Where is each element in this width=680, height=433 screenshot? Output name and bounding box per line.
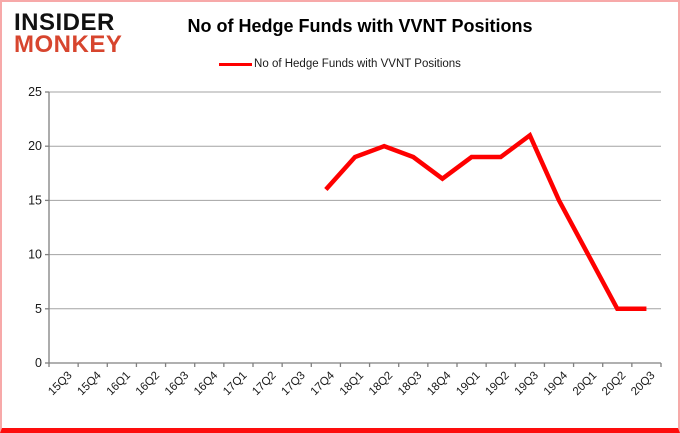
chart-legend: No of Hedge Funds with VVNT Positions <box>2 58 678 70</box>
x-tick-label: 19Q2 <box>483 370 511 398</box>
legend-line-swatch <box>219 62 253 66</box>
x-tick-label: 18Q4 <box>425 369 454 398</box>
x-tick-label: 19Q3 <box>513 370 541 398</box>
x-tick-label: 20Q3 <box>629 370 657 398</box>
x-tick-label: 16Q2 <box>134 370 162 398</box>
x-tick-label: 15Q3 <box>46 370 74 398</box>
logo-text-insider: INSIDER <box>14 9 115 36</box>
y-tick-label: 10 <box>28 248 42 262</box>
x-tick-label: 16Q4 <box>192 369 221 398</box>
series-line <box>324 131 647 312</box>
x-tick-label: 19Q4 <box>542 369 571 398</box>
y-tick-label: 20 <box>28 139 42 153</box>
logo-text-monkey: MONKEY <box>14 31 123 59</box>
x-tick-label: 16Q3 <box>163 370 191 398</box>
x-tick-label: 18Q1 <box>338 370 366 398</box>
x-tick-label: 17Q3 <box>279 370 307 398</box>
insider-monkey-logo: INSIDER MONKEY <box>14 9 123 59</box>
y-tick-label: 15 <box>28 193 42 207</box>
x-tick-label: 20Q2 <box>600 370 628 398</box>
legend-label: No of Hedge Funds with VVNT Positions <box>254 58 461 70</box>
chart-title: No of Hedge Funds with VVNT Positions <box>187 16 533 36</box>
x-tick-label: 16Q1 <box>105 370 133 398</box>
x-tick-label: 18Q2 <box>367 370 395 398</box>
x-tick-label: 18Q3 <box>396 370 424 398</box>
x-tick-label: 20Q1 <box>571 370 599 398</box>
y-tick-label: 5 <box>35 302 42 316</box>
x-tick-label: 17Q4 <box>309 369 338 398</box>
y-tick-label: 25 <box>28 85 42 99</box>
x-tick-label: 19Q1 <box>454 370 482 398</box>
x-tick-label: 15Q4 <box>75 369 104 398</box>
y-tick-label: 0 <box>35 356 42 370</box>
x-tick-label: 17Q1 <box>221 370 249 398</box>
x-tick-label: 17Q2 <box>250 370 278 398</box>
